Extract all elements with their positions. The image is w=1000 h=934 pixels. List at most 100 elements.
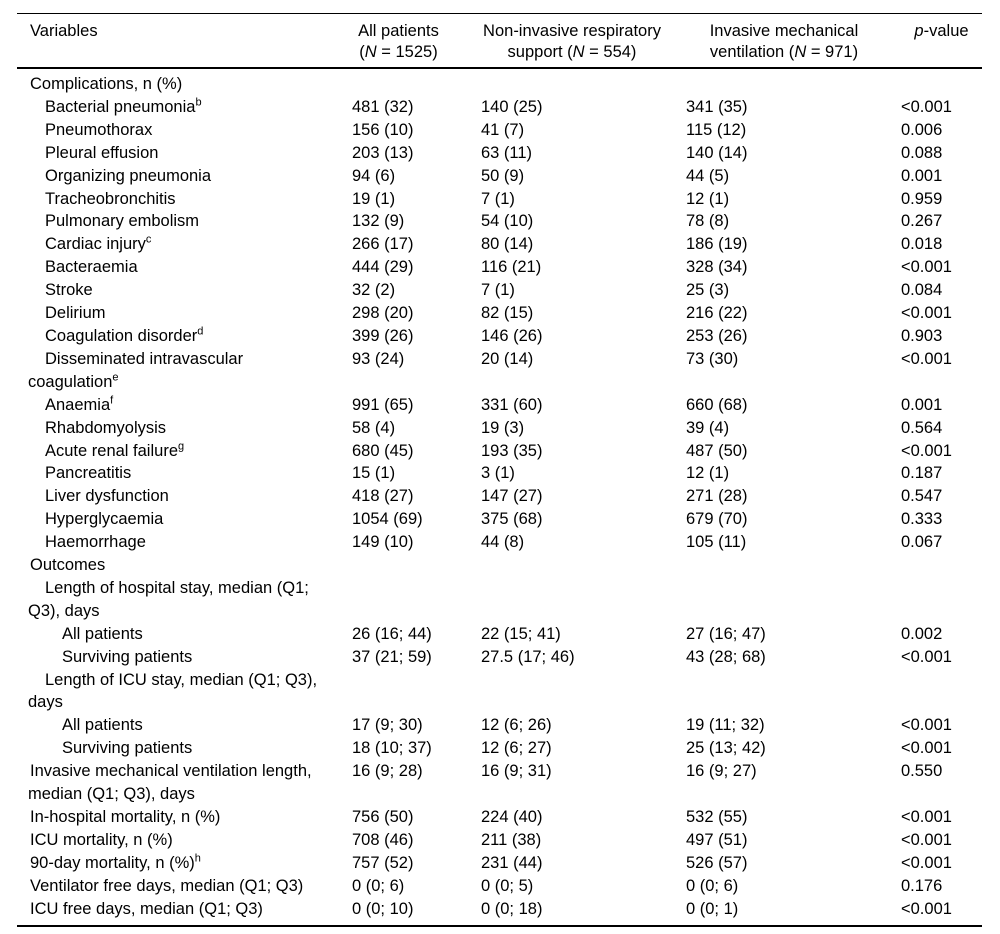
- row-label-cell: Pancreatitis: [17, 462, 352, 485]
- header-row: Variables All patients (N = 1525) Non-inv…: [17, 13, 982, 69]
- row-label-sup: g: [178, 440, 185, 452]
- row-label-cell: 90-day mortality, n (%)h: [17, 852, 352, 875]
- row-value-cell: 22 (15; 41): [481, 624, 561, 643]
- table-row: Invasive mechanical ventilation length, …: [17, 760, 982, 806]
- column-header-p-value: p-value: [901, 13, 982, 69]
- row-value-cell: 132 (9): [352, 212, 405, 231]
- header-n-open: ventilation (: [709, 42, 795, 61]
- row-value-cell: 0.088: [901, 143, 943, 162]
- row-value-cell: 26 (16; 44): [352, 624, 432, 643]
- row-value-cell: [352, 554, 481, 577]
- row-value-cell: [352, 669, 481, 715]
- row-value-cell: 444 (29): [352, 258, 414, 277]
- row-value-cell: 16 (9; 31): [481, 762, 552, 781]
- row-value-cell: 140 (25): [481, 97, 543, 116]
- row-value-cell: [686, 669, 901, 715]
- row-value-cell: 0.333: [901, 510, 943, 529]
- row-label-cell: Anaemiaf: [17, 394, 352, 417]
- row-value-cell: 82 (15): [481, 304, 534, 323]
- row-value-cell: 481 (32): [352, 97, 414, 116]
- row-value-cell: 50 (9): [481, 166, 525, 185]
- row-value-cell: 0.001: [901, 166, 943, 185]
- table-row: Length of ICU stay, median (Q1; Q3), day…: [17, 669, 982, 715]
- row-value-cell: 63 (11): [481, 143, 533, 162]
- row-label-text: Complications, n (%): [30, 75, 183, 93]
- header-n-symbol: N: [572, 42, 585, 61]
- row-value-cell: 0.187: [901, 464, 943, 483]
- row-value-cell: [352, 68, 481, 96]
- row-label-cell: All patients: [17, 623, 352, 646]
- row-value-cell: 93 (24): [352, 349, 405, 368]
- row-value-cell: 271 (28): [686, 487, 748, 506]
- row-value-cell: 0.067: [901, 533, 943, 552]
- row-value-cell: 186 (19): [686, 235, 748, 254]
- column-header-all-patients: All patients (N = 1525): [352, 13, 481, 69]
- row-value-cell: [901, 554, 982, 577]
- row-value-cell: 331 (60): [481, 395, 543, 414]
- row-value-cell: 15 (1): [352, 464, 396, 483]
- row-label-sup: c: [145, 233, 152, 246]
- row-value-cell: 526 (57): [686, 853, 748, 872]
- row-value-cell: 19 (11; 32): [686, 716, 765, 735]
- row-label-text: Bacterial pneumonia: [45, 97, 196, 116]
- row-value-cell: 0 (0; 18): [481, 899, 543, 918]
- row-value-cell: 991 (65): [352, 395, 414, 414]
- row-value-cell: 116 (21): [481, 258, 542, 277]
- row-value-cell: 231 (44): [481, 853, 543, 872]
- row-value-cell: <0.001: [901, 304, 952, 323]
- row-label-text: Length of ICU stay, median (Q1; Q3), day…: [28, 670, 318, 712]
- row-value-cell: 341 (35): [686, 97, 748, 116]
- table-row: ICU mortality, n (%) 708 (46) 211 (38) 497 …: [17, 829, 982, 852]
- row-value-cell: <0.001: [901, 808, 952, 826]
- row-value-cell: 679 (70): [686, 510, 748, 529]
- row-value-cell: 0.267: [901, 212, 943, 231]
- row-value-cell: 140 (14): [686, 143, 748, 162]
- table-row: Acute renal failureg 680 (45) 193 (35) 487 …: [17, 440, 982, 463]
- row-value-cell: 41 (7): [481, 120, 525, 139]
- row-label-cell: Length of ICU stay, median (Q1; Q3), day…: [17, 669, 352, 715]
- row-label-text: Organizing pneumonia: [45, 166, 212, 185]
- row-value-cell: 680 (45): [352, 441, 414, 460]
- row-label-cell: Surviving patients: [17, 646, 352, 669]
- row-value-cell: 418 (27): [352, 487, 414, 506]
- table-row: Pulmonary embolism 132 (9) 54 (10) 78 (8) 0.…: [17, 210, 982, 233]
- table-row: Stroke 32 (2) 7 (1) 25 (3) 0.084: [17, 279, 982, 302]
- row-value-cell: 32 (2): [352, 281, 396, 300]
- row-value-cell: 0 (0; 6): [686, 876, 739, 895]
- row-value-cell: 0.018: [901, 235, 943, 254]
- row-value-cell: 203 (13): [352, 143, 414, 162]
- row-value-cell: [901, 68, 982, 96]
- row-label-cell: Rhabdomyolysis: [17, 417, 352, 440]
- row-value-cell: 54 (10): [481, 212, 534, 231]
- row-value-cell: [481, 577, 686, 623]
- row-label-text: Delirium: [45, 304, 106, 323]
- row-label-text: All patients: [62, 716, 143, 735]
- header-n-symbol: N: [364, 42, 377, 61]
- row-value-cell: 73 (30): [686, 349, 739, 368]
- row-label-text: Pleural effusion: [45, 143, 159, 162]
- row-value-cell: 16 (9; 27): [686, 762, 757, 781]
- row-value-cell: 149 (10): [352, 533, 414, 552]
- row-value-cell: 27.5 (17; 46): [481, 647, 575, 666]
- row-label-cell: Coagulation disorderd: [17, 325, 352, 348]
- row-value-cell: 0.564: [901, 418, 943, 437]
- row-value-cell: 37 (21; 59): [352, 647, 432, 666]
- row-label-cell: Acute renal failureg: [17, 440, 352, 463]
- row-value-cell: <0.001: [901, 830, 952, 849]
- row-label-text: Invasive mechanical ventilation length, …: [28, 762, 312, 804]
- row-value-cell: 20 (14): [481, 349, 534, 368]
- table-row: In-hospital mortality, n (%) 756 (50) 224 …: [17, 806, 982, 829]
- table-row: Surviving patients 18 (10; 37) 12 (6; 27) 2…: [17, 737, 982, 760]
- row-value-cell: [481, 669, 686, 715]
- row-value-cell: 12 (6; 26): [481, 716, 552, 735]
- row-value-cell: 0 (0; 5): [481, 876, 534, 895]
- column-header-all-patients-line2: (N = 1525): [352, 42, 445, 63]
- row-label-text: Pneumothorax: [45, 120, 153, 139]
- row-value-cell: 78 (8): [686, 212, 730, 231]
- row-label-cell: Pleural effusion: [17, 142, 352, 165]
- row-value-cell: 147 (27): [481, 487, 543, 506]
- row-value-cell: 708 (46): [352, 830, 414, 849]
- row-label-cell: Liver dysfunction: [17, 485, 352, 508]
- row-value-cell: 44 (5): [686, 166, 730, 185]
- row-label-cell: Tracheobronchitis: [17, 188, 352, 211]
